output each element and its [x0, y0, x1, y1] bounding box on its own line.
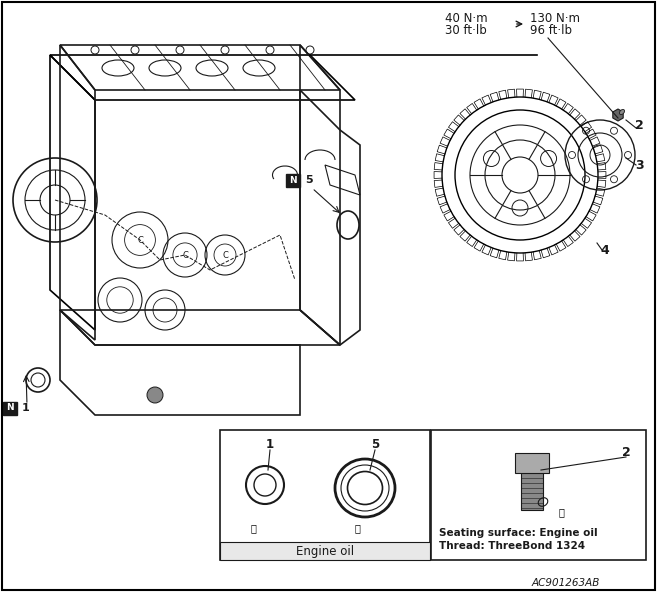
Text: C: C: [222, 250, 228, 259]
Circle shape: [147, 387, 163, 403]
Bar: [521, 470, 543, 510]
Text: Engine oil: Engine oil: [296, 545, 354, 558]
FancyBboxPatch shape: [286, 174, 300, 187]
Bar: [220, 430, 430, 560]
Text: 1: 1: [22, 403, 30, 413]
Text: 4: 4: [600, 243, 609, 256]
Text: 1: 1: [266, 439, 274, 452]
Text: N: N: [289, 175, 297, 185]
Text: 3: 3: [635, 159, 644, 172]
Text: Thread: ThreeBond 1324: Thread: ThreeBond 1324: [439, 541, 585, 551]
Text: C: C: [182, 250, 188, 259]
Text: 40 N·m: 40 N·m: [445, 11, 487, 24]
Text: 130 N·m: 130 N·m: [530, 11, 580, 24]
Bar: [431, 430, 646, 560]
Text: 🛢: 🛢: [558, 507, 564, 517]
Text: 5: 5: [371, 439, 379, 452]
Text: 30 ft·lb: 30 ft·lb: [445, 24, 487, 37]
Text: Seating surface: Engine oil: Seating surface: Engine oil: [439, 528, 598, 538]
Text: 🛢: 🛢: [250, 523, 256, 533]
Text: 🛢: 🛢: [354, 523, 360, 533]
Ellipse shape: [620, 110, 625, 114]
FancyBboxPatch shape: [515, 453, 549, 473]
Bar: [220, 542, 430, 560]
Text: 2: 2: [635, 118, 644, 131]
Text: N: N: [6, 404, 14, 413]
Text: AC901263AB: AC901263AB: [532, 578, 600, 588]
FancyBboxPatch shape: [3, 402, 17, 415]
Text: 2: 2: [622, 446, 630, 458]
Text: 96 ft·lb: 96 ft·lb: [530, 24, 572, 37]
Text: 5: 5: [305, 175, 313, 185]
Text: C: C: [137, 236, 143, 244]
